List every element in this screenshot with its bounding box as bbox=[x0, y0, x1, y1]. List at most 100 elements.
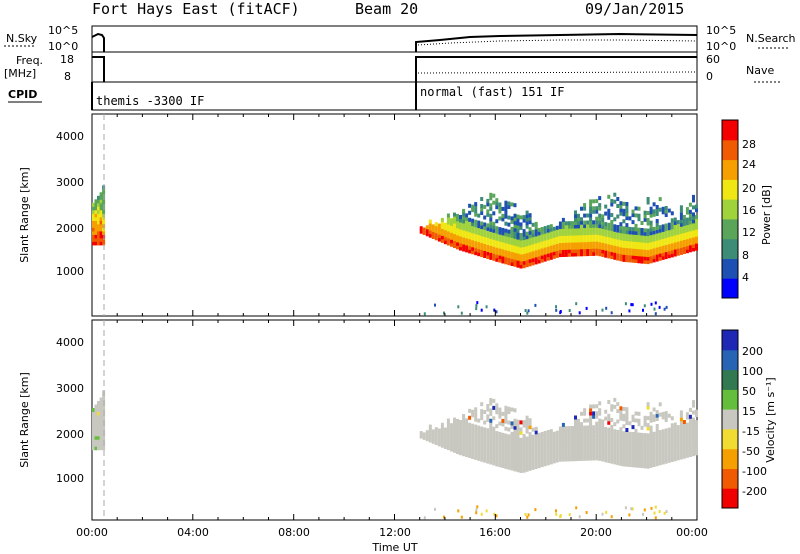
power-echo-cell bbox=[601, 231, 605, 236]
power-echo-cell bbox=[575, 302, 578, 306]
velocity-frame bbox=[91, 319, 698, 521]
power-echo-cell bbox=[583, 220, 587, 225]
power-echo-cell bbox=[652, 240, 656, 245]
velocity-echo-cell bbox=[604, 451, 608, 456]
velocity-echo-cell bbox=[561, 457, 565, 462]
power-echo-cell bbox=[598, 206, 602, 211]
power-echo-cell bbox=[510, 226, 514, 231]
velocity-echo-cell bbox=[625, 459, 629, 464]
velocity-echo-cell bbox=[546, 447, 550, 452]
power-echo-cell bbox=[519, 247, 523, 251]
velocity-echo-cell bbox=[613, 457, 617, 461]
power-echo-cell bbox=[558, 239, 562, 244]
power-echo-cell bbox=[661, 241, 665, 246]
velocity-echo-cell bbox=[688, 418, 692, 423]
velocity-echo-cell bbox=[649, 463, 653, 468]
power-echo-cell bbox=[519, 215, 523, 220]
power-echo-cell bbox=[486, 223, 490, 228]
velocity-echo-cell bbox=[646, 436, 650, 441]
power-echo-cell bbox=[586, 231, 590, 235]
power-echo-cell bbox=[492, 239, 496, 244]
velocity-echo-cell bbox=[498, 435, 502, 440]
velocity-echo-cell bbox=[634, 442, 638, 447]
velocity-echo-cell bbox=[97, 432, 100, 437]
power-echo-cell bbox=[99, 199, 103, 204]
velocity-echo-cell bbox=[513, 446, 517, 451]
velocity-echo-cell bbox=[519, 462, 523, 467]
power-echo-cell bbox=[613, 241, 617, 246]
power-echo-cell bbox=[646, 218, 650, 222]
power-echo-cell bbox=[549, 255, 553, 260]
power-echo-cell bbox=[679, 233, 683, 238]
power-echo-cell bbox=[522, 264, 526, 269]
power-echo-cell bbox=[586, 241, 590, 246]
nsky-label: N.Sky bbox=[6, 32, 38, 45]
velocity-echo-cell bbox=[99, 411, 103, 416]
power-echo-cell bbox=[540, 227, 544, 231]
velocity-echo-cell bbox=[601, 426, 605, 431]
velocity-echo-cell bbox=[685, 443, 689, 448]
power-echo-cell bbox=[486, 241, 490, 245]
velocity-echo-cell bbox=[498, 414, 502, 419]
velocity-echo-cell bbox=[465, 432, 469, 437]
power-cbar-tick-8: 8 bbox=[742, 249, 749, 262]
power-echo-cell bbox=[434, 236, 438, 241]
power-echo-cell bbox=[519, 261, 523, 265]
power-echo-cell bbox=[649, 252, 653, 257]
velocity-echo-cell bbox=[471, 444, 475, 449]
velocity-echo-cell bbox=[695, 430, 698, 435]
power-echo-cell bbox=[619, 225, 623, 230]
power-echo-cell bbox=[549, 227, 553, 232]
velocity-ytick-4000: 4000 bbox=[56, 336, 84, 349]
velocity-echo-cell bbox=[495, 424, 499, 429]
power-echo-cell bbox=[688, 248, 692, 253]
velocity-echo-cell bbox=[468, 426, 472, 431]
power-echo-cell bbox=[586, 245, 590, 250]
velocity-cbar-tick-50: 50 bbox=[742, 385, 756, 398]
power-echo-cell bbox=[504, 249, 508, 254]
velocity-echo-cell bbox=[637, 432, 641, 437]
velocity-echo-cell bbox=[434, 441, 438, 446]
power-echo-cell bbox=[661, 252, 665, 257]
velocity-echo-cell bbox=[679, 427, 683, 432]
velocity-echo-cell bbox=[583, 429, 587, 433]
power-echo-cell bbox=[607, 233, 611, 238]
velocity-echo-cell bbox=[658, 510, 661, 513]
velocity-echo-cell bbox=[99, 439, 103, 444]
velocity-colorbar-swatch bbox=[722, 349, 738, 371]
velocity-echo-cell bbox=[667, 441, 671, 446]
power-echo-cell bbox=[634, 259, 638, 263]
power-echo-cell bbox=[655, 212, 659, 216]
velocity-echo-cell bbox=[507, 458, 511, 463]
power-echo-cell bbox=[655, 250, 659, 255]
power-echo-cell bbox=[695, 243, 698, 248]
power-echo-cell bbox=[688, 213, 692, 218]
velocity-echo-cell bbox=[450, 440, 453, 445]
power-echo-cell bbox=[658, 207, 662, 212]
velocity-echo-cell bbox=[437, 431, 441, 436]
velocity-echo-cell bbox=[625, 455, 629, 460]
velocity-echo-cell bbox=[102, 404, 106, 409]
power-echo-cell bbox=[528, 255, 532, 260]
velocity-echo-cell bbox=[592, 442, 596, 447]
power-echo-cell bbox=[624, 302, 627, 306]
velocity-echo-cell bbox=[460, 515, 463, 519]
velocity-echo-cell bbox=[558, 440, 562, 445]
power-echo-cell bbox=[516, 263, 520, 268]
power-echo-cell bbox=[507, 257, 511, 262]
velocity-echo-cell bbox=[528, 449, 532, 454]
power-echo-cell bbox=[468, 203, 472, 208]
power-echo-cell bbox=[634, 206, 638, 211]
velocity-echo-cell bbox=[97, 435, 100, 440]
power-echo-cell bbox=[604, 243, 608, 248]
velocity-echo-cell bbox=[456, 429, 459, 434]
velocity-echo-cell bbox=[513, 453, 517, 458]
power-echo-cell bbox=[443, 240, 447, 245]
velocity-echo-cell bbox=[510, 421, 514, 426]
power-echo-cell bbox=[431, 228, 435, 232]
velocity-echo-cell bbox=[595, 446, 599, 450]
velocity-echo-cell bbox=[519, 448, 523, 453]
velocity-echo-cell bbox=[567, 429, 571, 434]
velocity-echo-cell bbox=[640, 436, 644, 441]
velocity-echo-cell bbox=[655, 434, 659, 439]
